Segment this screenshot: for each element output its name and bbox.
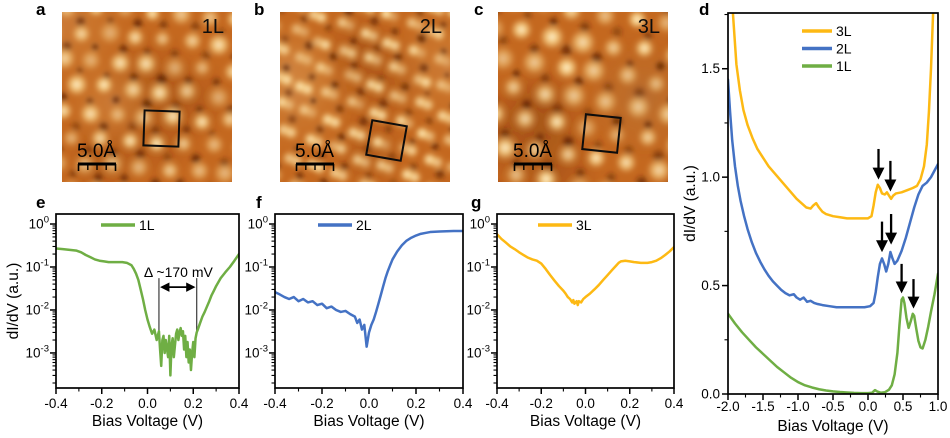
svg-text:10-1: 10-1	[26, 257, 49, 274]
svg-text:3L: 3L	[576, 217, 592, 233]
stm-topography-a	[62, 12, 232, 182]
stm-image-3l: 3L 5.0Å	[498, 12, 668, 182]
stm-image-2l: 2L 5.0Å	[280, 12, 450, 182]
svg-text:1L: 1L	[139, 217, 155, 233]
svg-text:0.4: 0.4	[230, 396, 249, 411]
chart-d-didv-spectra: -2.0 -1.5 -1.0 -0.5 0.0 0.5 1.0 0.0 0.5 1.0 1.5 Bia…	[682, 12, 947, 435]
svg-text:0.5: 0.5	[701, 278, 720, 293]
svg-text:0.2: 0.2	[407, 396, 426, 411]
svg-text:1.0: 1.0	[701, 170, 720, 185]
panel-letter-d: d	[699, 0, 710, 19]
svg-text:-2.0: -2.0	[716, 399, 739, 414]
svg-text:1.5: 1.5	[701, 61, 720, 76]
stm-image-1l: 1L 5.0Å	[62, 12, 232, 182]
layer-label-2l: 2L	[419, 16, 442, 38]
panel-letter-a: a	[36, 0, 46, 19]
svg-text:-0.4: -0.4	[485, 396, 509, 411]
unit-cell-outline	[581, 113, 622, 154]
svg-text:10-1: 10-1	[245, 257, 268, 274]
panel-letter-g: g	[471, 193, 482, 212]
svg-text:-0.4: -0.4	[263, 396, 287, 411]
svg-text:10-2: 10-2	[245, 300, 268, 317]
svg-text:100: 100	[248, 215, 268, 232]
chart-e-didv-1l: -0.4 -0.2 0.0 0.2 0.4 100 10-1 10-2 10-3 Bias Vol…	[5, 213, 249, 430]
svg-text:0.4: 0.4	[454, 396, 473, 411]
panel-letter-b: b	[254, 0, 265, 19]
svg-text:0.2: 0.2	[184, 396, 203, 411]
svg-text:-0.2: -0.2	[90, 396, 113, 411]
svg-text:-0.5: -0.5	[821, 399, 844, 414]
svg-text:dI/dV (a.u.): dI/dV (a.u.)	[682, 165, 699, 242]
svg-text:Bias Voltage (V): Bias Voltage (V)	[777, 418, 888, 435]
svg-text:Δ ~170 mV: Δ ~170 mV	[144, 264, 214, 280]
scale-bar: 5.0Å	[77, 142, 117, 172]
svg-text:1L: 1L	[836, 58, 852, 74]
svg-text:10-1: 10-1	[467, 257, 490, 274]
scale-bar: 5.0Å	[513, 142, 553, 172]
unit-cell-outline	[365, 119, 408, 162]
svg-text:Bias Voltage (V): Bias Voltage (V)	[530, 413, 641, 430]
svg-text:10-3: 10-3	[26, 343, 49, 360]
scale-bar-label: 5.0Å	[295, 141, 335, 162]
panel-letter-f: f	[256, 193, 262, 212]
svg-text:-0.2: -0.2	[530, 396, 553, 411]
stm-topography-b	[280, 12, 450, 182]
svg-text:100: 100	[29, 215, 49, 232]
svg-text:100: 100	[470, 215, 490, 232]
stm-topography-c	[498, 12, 668, 182]
panel-letter-e: e	[36, 193, 46, 212]
svg-text:10-3: 10-3	[467, 343, 490, 360]
layer-label-3l: 3L	[637, 16, 660, 38]
svg-text:-1.5: -1.5	[751, 399, 774, 414]
svg-text:Bias Voltage (V): Bias Voltage (V)	[92, 413, 203, 430]
scale-bar-label: 5.0Å	[77, 141, 117, 162]
svg-text:-0.2: -0.2	[310, 396, 333, 411]
chart-f-didv-2l: -0.4 -0.2 0.0 0.2 0.4 100 10-1 10-2 10-3 Bias Vol…	[245, 213, 473, 430]
svg-text:0.0: 0.0	[360, 396, 379, 411]
scale-bar: 5.0Å	[295, 142, 335, 172]
svg-text:2L: 2L	[836, 41, 852, 57]
scale-bar-ruler	[513, 162, 553, 171]
layer-label-1l: 1L	[201, 16, 224, 38]
svg-text:0.4: 0.4	[665, 396, 684, 411]
svg-text:0.5: 0.5	[894, 399, 913, 414]
svg-text:0.0: 0.0	[138, 396, 157, 411]
svg-text:dI/dV (a.u.): dI/dV (a.u.)	[5, 263, 22, 340]
svg-text:0.0: 0.0	[859, 399, 878, 414]
svg-text:0.2: 0.2	[620, 396, 639, 411]
svg-text:Bias Voltage (V): Bias Voltage (V)	[313, 413, 424, 430]
svg-text:2L: 2L	[356, 217, 372, 233]
scale-bar-ruler	[77, 162, 117, 171]
svg-text:3L: 3L	[836, 23, 852, 39]
scale-bar-ruler	[295, 162, 335, 171]
chart-g-didv-3l: -0.4 -0.2 0.0 0.2 0.4 100 10-1 10-2 10-3 Bias Vol…	[467, 213, 684, 430]
svg-text:-0.4: -0.4	[44, 396, 68, 411]
svg-text:10-2: 10-2	[26, 300, 49, 317]
svg-text:10-3: 10-3	[245, 343, 268, 360]
svg-text:-1.0: -1.0	[786, 399, 809, 414]
scale-bar-label: 5.0Å	[513, 141, 553, 162]
svg-text:10-2: 10-2	[467, 300, 490, 317]
svg-text:0.0: 0.0	[576, 396, 595, 411]
panel-letter-c: c	[474, 0, 484, 19]
unit-cell-outline	[142, 109, 181, 148]
svg-text:0.0: 0.0	[701, 387, 720, 402]
svg-text:1.0: 1.0	[929, 399, 948, 414]
